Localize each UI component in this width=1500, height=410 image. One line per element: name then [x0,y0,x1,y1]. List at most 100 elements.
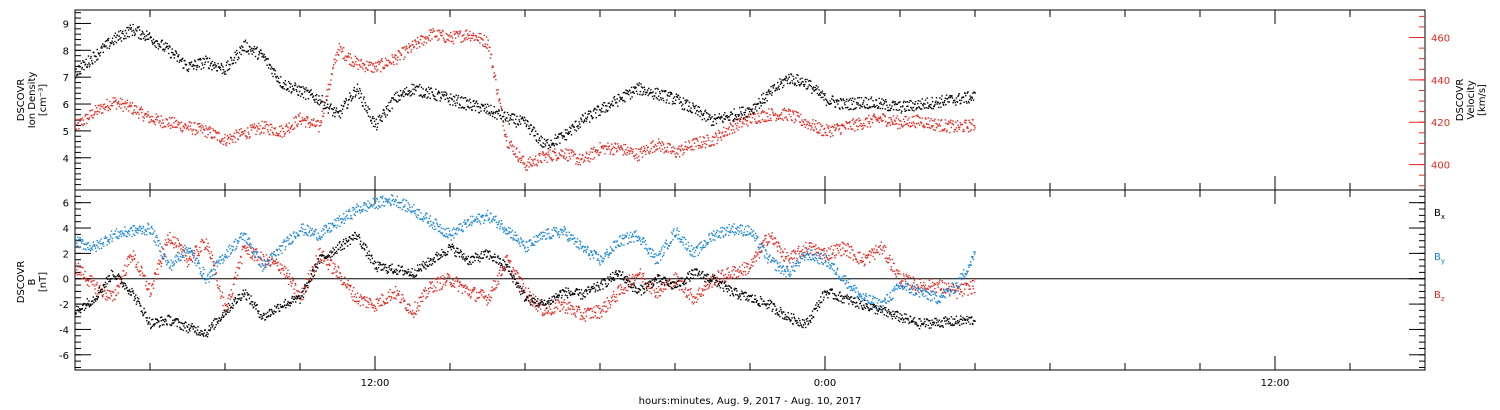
bz-series-point [417,305,419,307]
velocity-series-point [216,132,218,134]
density-series-point [163,50,166,52]
density-series-point [323,107,325,110]
bz-series-point [591,310,594,312]
velocity-series-point [905,115,907,118]
bz-series-point [194,252,196,254]
bz-series-point [241,248,243,251]
velocity-series-point [701,146,703,148]
bz-series-point [776,246,778,248]
velocity-series-point [439,32,441,34]
density-series-point [316,101,318,103]
bz-series-point [839,243,841,246]
velocity-series-point [373,66,376,68]
density-series-point [462,106,464,109]
velocity-series-point [733,120,735,122]
velocity-series-point [586,153,588,155]
bz-series-point [575,316,577,318]
velocity-series-point [696,138,698,141]
bz-series-point [461,292,463,294]
density-series-point [382,112,384,115]
density-series-point [80,62,82,65]
density-series-point [690,107,692,109]
velocity-series-point [255,125,258,127]
bz-series-point [642,275,644,277]
bz-series-point [451,285,453,288]
velocity-series-point [100,105,102,107]
bz-series-point [340,276,343,278]
bz-series-point [648,287,650,290]
velocity-series-point [920,122,922,124]
bz-series-point [823,250,825,252]
bz-series-point [724,273,726,276]
density-series-point [120,40,123,42]
density-series-point [208,67,210,70]
velocity-series-point [236,131,238,133]
velocity-series-point [929,127,932,129]
bz-series-point [771,235,773,237]
density-series-point [719,117,721,119]
velocity-series-point [717,136,719,139]
velocity-series-point [88,118,90,121]
velocity-series-point [528,162,531,164]
bz-series-point [814,245,816,248]
density-series-point [587,110,590,112]
bz-series-point [743,261,745,264]
velocity-series-point [958,128,960,130]
velocity-series-point [81,123,83,126]
velocity-series-point [339,49,341,51]
density-series-point [252,49,254,52]
density-series-point [242,46,244,48]
density-series-point [678,102,681,104]
velocity-series-point [298,120,301,122]
bz-series-point [516,281,518,283]
bz-series-point [869,261,871,263]
bz-series-point [884,244,886,247]
bz-series-point [172,243,174,245]
density-series-point [783,84,785,87]
velocity-series-point [972,119,974,121]
density-series-point [222,69,225,71]
velocity-series-point [555,154,557,157]
bz-series-point [147,283,150,285]
density-series-point [766,91,768,94]
velocity-series-point [782,109,784,111]
density-series-point [518,120,521,123]
bz-series-point [338,276,340,279]
density-series-point [681,105,683,107]
bz-series-point [676,273,678,276]
density-series-point [555,143,557,145]
velocity-series-point [829,129,831,132]
bz-series-point [834,257,836,259]
density-series-point [468,100,470,102]
density-series-point [810,85,813,88]
velocity-series-point [108,106,110,109]
velocity-series-point [453,33,456,36]
density-series-point [345,99,348,101]
velocity-series-point [822,134,825,136]
density-series-point [561,135,563,137]
velocity-series-point [297,123,299,125]
bz-series-point [791,250,793,253]
bz-series-point [668,280,670,282]
bz-series-point [440,276,442,278]
velocity-series-point [338,54,340,56]
bz-series-point [293,288,295,290]
velocity-series-point [605,145,607,147]
velocity-series-point [547,154,549,156]
density-series-point [862,101,864,104]
bz-series-point [684,288,686,291]
density-series-point [474,109,477,112]
density-series-point [215,66,217,68]
bz-series-point [882,247,884,249]
bz-series-point [446,273,449,275]
bz-series-point [711,286,713,288]
bz-series-point [662,290,664,293]
density-series-point [687,100,689,102]
velocity-series-point [132,113,134,115]
density-series-point [351,97,354,100]
velocity-series-point [427,39,430,41]
bz-series-point [392,292,394,294]
velocity-series-point [402,47,404,49]
density-series-point [570,134,573,136]
density-series-point [825,104,827,107]
